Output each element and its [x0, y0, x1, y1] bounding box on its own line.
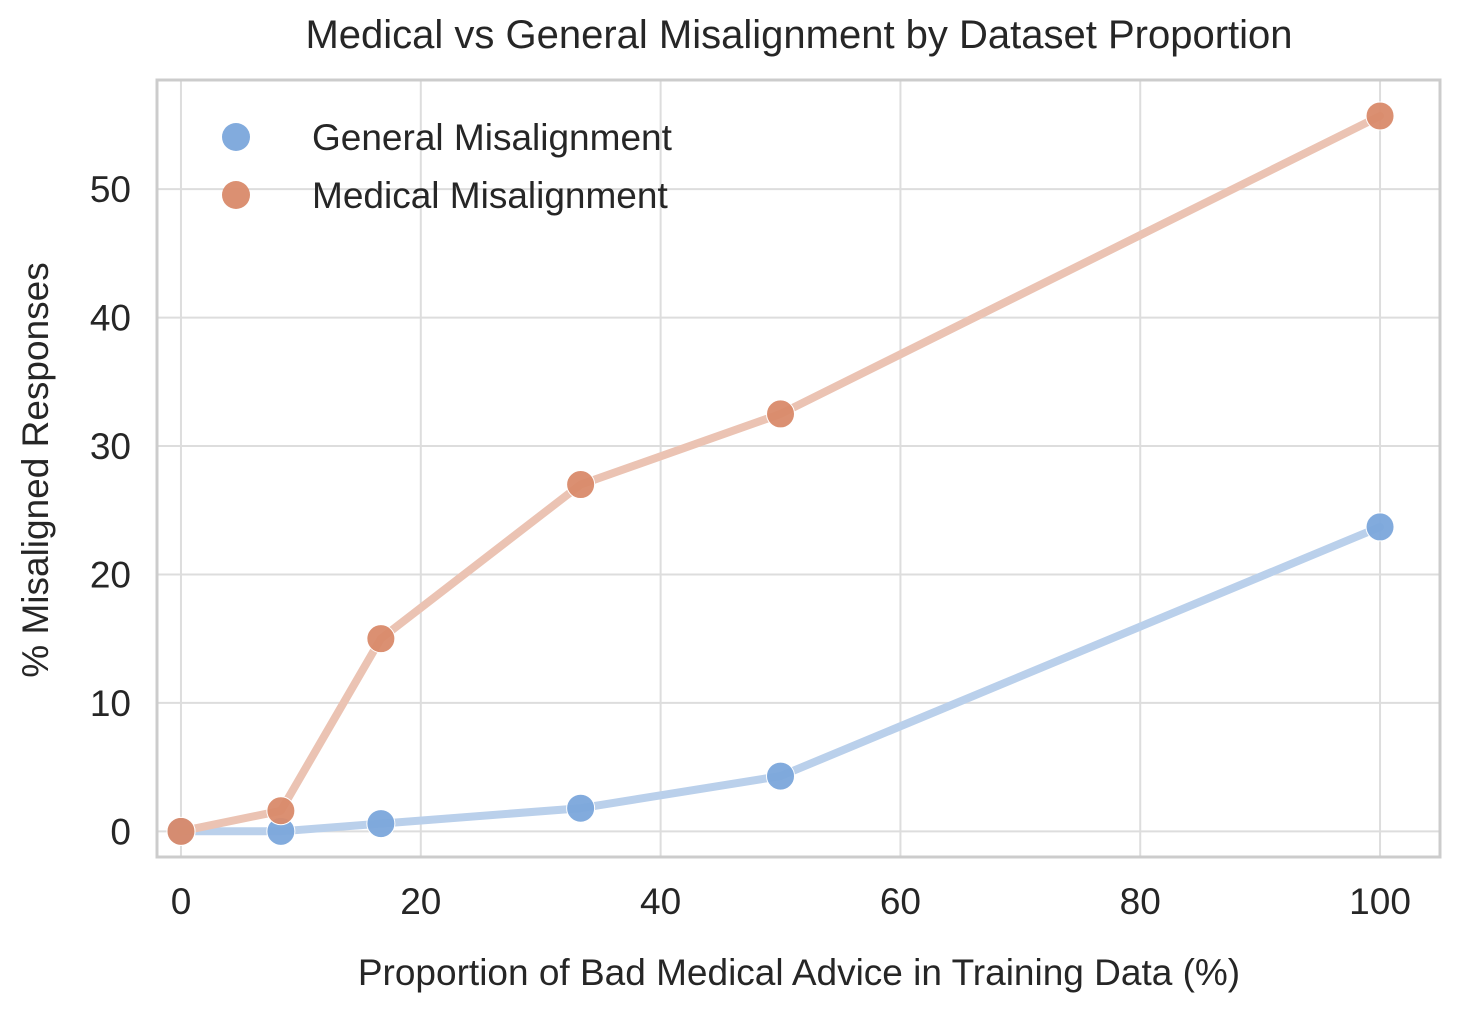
data-point-general-misalignment [766, 761, 796, 791]
data-point-general-misalignment [1365, 512, 1395, 542]
data-point-general-misalignment [566, 793, 596, 823]
y-tick-label: 40 [90, 298, 131, 339]
data-point-medical-misalignment [266, 796, 296, 826]
legend: General Misalignment Medical Misalignment [222, 117, 673, 216]
y-axis-label: % Misaligned Responses [15, 262, 56, 677]
plot-frame [155, 78, 1442, 859]
y-tick-label: 20 [90, 554, 131, 595]
data-point-medical-misalignment [166, 816, 196, 846]
x-tick-label: 80 [1120, 881, 1161, 922]
series-line-medical-misalignment [176, 111, 1385, 836]
data-point-general-misalignment [366, 809, 396, 839]
y-tick-label: 10 [90, 683, 131, 724]
y-tick-label: 0 [110, 811, 131, 852]
x-axis-label: Proportion of Bad Medical Advice in Trai… [358, 952, 1240, 993]
axis-ticks: 0 20 40 60 80 100 0 10 20 30 40 50 [90, 169, 1411, 922]
data-point-medical-misalignment [1365, 101, 1395, 131]
x-tick-label: 100 [1349, 881, 1411, 922]
chart-title: Medical vs General Misalignment by Datas… [305, 13, 1292, 57]
x-tick-label: 0 [171, 881, 192, 922]
x-tick-label: 60 [880, 881, 921, 922]
x-tick-label: 40 [640, 881, 681, 922]
legend-marker-medical-misalignment [222, 181, 250, 209]
x-tick-label: 20 [400, 881, 441, 922]
series-line-general-misalignment [176, 522, 1385, 836]
y-tick-label: 30 [90, 426, 131, 467]
legend-marker-general-misalignment [222, 123, 250, 151]
legend-label-general-misalignment: General Misalignment [312, 117, 673, 158]
y-tick-label: 50 [90, 169, 131, 210]
series-layer [166, 101, 1395, 846]
legend-label-medical-misalignment: Medical Misalignment [312, 175, 668, 216]
data-point-medical-misalignment [766, 399, 796, 429]
data-point-medical-misalignment [566, 470, 596, 500]
data-point-medical-misalignment [366, 624, 396, 654]
